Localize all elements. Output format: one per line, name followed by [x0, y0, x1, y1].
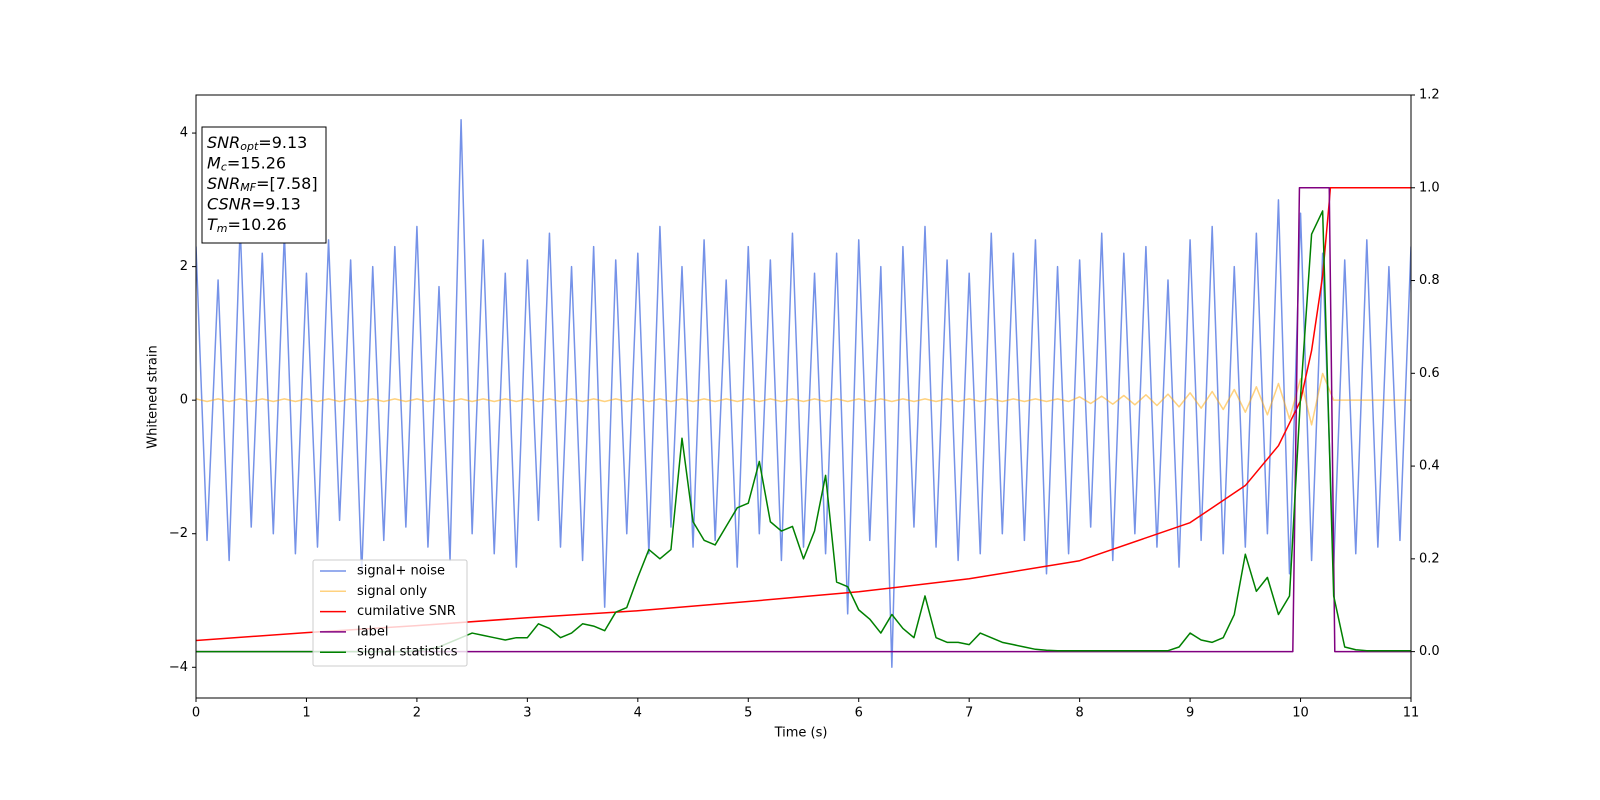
- series-line: [196, 118, 1411, 669]
- x-tick-label: 7: [965, 706, 973, 721]
- y-tick-label: −4: [169, 660, 188, 675]
- annotation: SNRMF=[7.58]: [207, 174, 318, 195]
- x-tick-label: 11: [1403, 706, 1420, 721]
- x-tick-label: 9: [1186, 706, 1194, 721]
- legend-label: cumilative SNR: [357, 604, 456, 619]
- annotation-symbol: SNR: [207, 174, 240, 193]
- x-tick-label: 2: [413, 706, 421, 721]
- series-line: [196, 372, 1411, 426]
- annotation: Tm=10.26: [207, 215, 287, 236]
- legend-label: signal+ noise: [357, 564, 445, 579]
- x-axis-label: Time (s): [774, 726, 828, 741]
- x-tick-label: 4: [634, 706, 642, 721]
- annotation-box: [201, 126, 327, 244]
- series-line: [196, 187, 1411, 653]
- y2-tick-label: 1.2: [1419, 88, 1440, 103]
- x-tick-label: 8: [1075, 706, 1083, 721]
- annotation: SNRopt=9.13: [207, 133, 307, 154]
- x-tick-label: 5: [744, 706, 752, 721]
- annotation: CSNR=9.13: [207, 194, 301, 213]
- annotation-text: =[7.58]: [256, 174, 318, 193]
- annotation-subscript: m: [217, 222, 228, 235]
- annotation: Mc=15.26: [207, 153, 286, 174]
- y2-tick-label: 0.2: [1419, 551, 1440, 566]
- annotation-symbol: T: [207, 215, 218, 234]
- y2-tick-label: 0.4: [1419, 459, 1440, 474]
- y-tick-label: 0: [180, 393, 188, 408]
- y2-tick-label: 1.0: [1419, 180, 1440, 195]
- x-tick-label: 0: [192, 706, 200, 721]
- x-tick-label: 1: [302, 706, 310, 721]
- annotation-text: =9.13: [252, 194, 301, 213]
- axes-frame: [195, 94, 1412, 699]
- annotation-text: =9.13: [258, 133, 307, 152]
- annotation-subscript: c: [221, 161, 227, 174]
- y-tick-label: −2: [169, 526, 188, 541]
- legend-label: label: [357, 624, 388, 639]
- x-tick-label: 3: [523, 706, 531, 721]
- x-tick-label: 10: [1292, 706, 1309, 721]
- annotation-symbol: SNR: [207, 133, 240, 152]
- y2-tick-label: 0.6: [1419, 366, 1440, 381]
- legend-box: [312, 559, 468, 667]
- annotation-subscript: opt: [240, 140, 259, 153]
- annotation-symbol: M: [207, 153, 221, 172]
- x-tick-label: 6: [855, 706, 863, 721]
- annotation-subscript: MF: [240, 181, 256, 194]
- y-tick-label: 4: [180, 126, 188, 141]
- annotation-text: =15.26: [227, 153, 286, 172]
- plot-area: [196, 118, 1411, 669]
- annotation-symbol: CSNR: [207, 194, 252, 213]
- legend-label: signal only: [357, 584, 427, 599]
- y2-tick-label: 0.0: [1419, 644, 1440, 659]
- y-tick-label: 2: [180, 259, 188, 274]
- legend-label: signal statistics: [357, 645, 458, 660]
- y2-tick-label: 0.8: [1419, 273, 1440, 288]
- y-axis-label: Whitened strain: [146, 345, 161, 448]
- annotation-text: =10.26: [228, 215, 287, 234]
